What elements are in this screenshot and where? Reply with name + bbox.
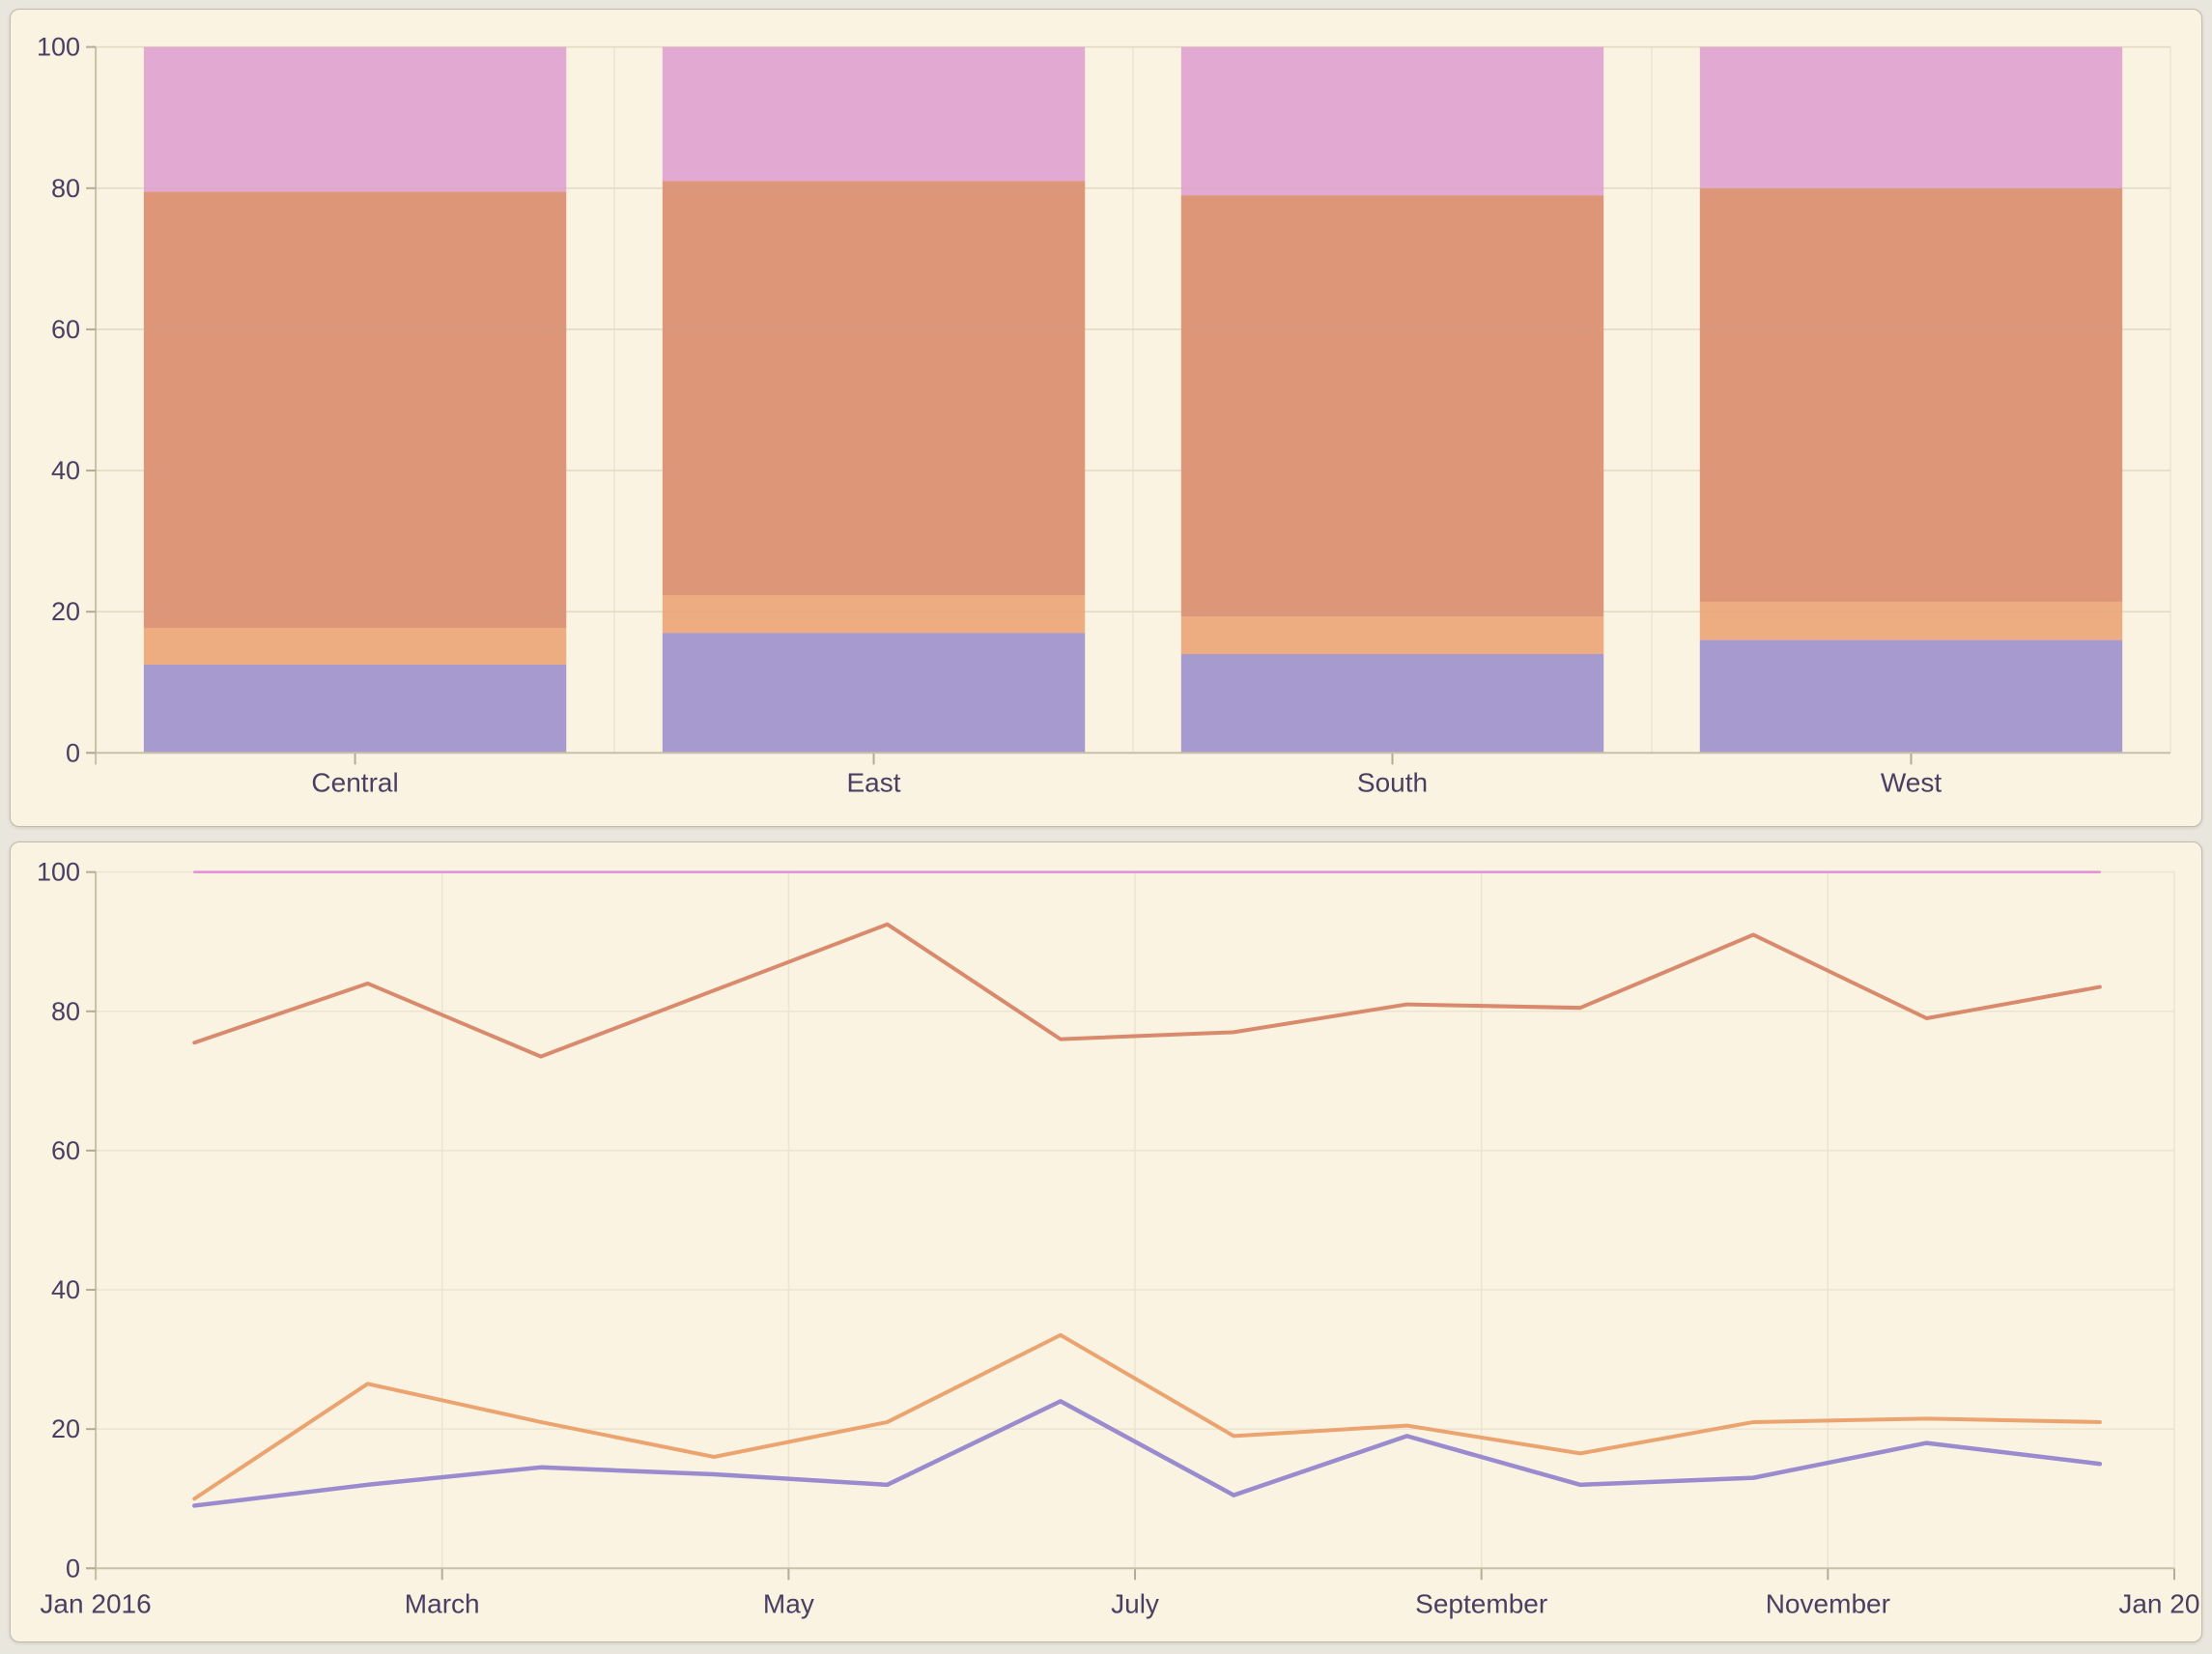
stacked-bar-chart-panel: Central East South West 0 20 40 60 80 100 [10,9,2202,827]
bar-central [143,46,567,754]
segment-salmon[interactable] [1180,195,1604,617]
category-label: South [1357,767,1428,797]
y-tick-label: 0 [66,738,80,767]
y-tick-label: 60 [51,315,80,344]
line-chart: Jan 2016 March May July September November Jan… [37,858,2201,1619]
y-tick-label: 20 [51,597,80,626]
segment-purple[interactable] [1180,654,1604,754]
segment-orange[interactable] [1699,601,2123,641]
segment-orange[interactable] [662,595,1086,634]
x-tick-label: May [763,1588,814,1618]
category-label: East [847,767,901,797]
y-tick-label: 40 [51,1275,80,1304]
segment-purple[interactable] [1699,640,2123,754]
x-tick-label: Jan 2016 [40,1588,151,1618]
y-tick-label: 40 [51,456,80,485]
y-tick-label: 0 [66,1554,80,1583]
line-salmon[interactable] [192,922,2102,1059]
segment-salmon[interactable] [1699,187,2123,602]
line-purple[interactable] [192,1399,2103,1508]
bar-west [1699,46,2123,754]
segment-pink[interactable] [1180,46,1604,196]
y-tick-label: 100 [37,858,80,887]
segment-purple[interactable] [662,633,1086,754]
bar-east [662,46,1086,754]
y-tick-label: 80 [51,174,80,203]
segment-salmon[interactable] [662,181,1086,596]
line-chart-panel: Jan 2016 March May July September November Jan… [10,841,2202,1642]
segment-purple[interactable] [143,664,567,754]
category-label: West [1881,767,1943,797]
x-tick-label: March [405,1588,480,1618]
x-tick-label: Jan 2017 [2118,1588,2201,1618]
segment-orange[interactable] [143,627,567,665]
line-orange[interactable] [192,1332,2102,1501]
segment-pink[interactable] [662,46,1086,182]
y-tick-label: 20 [51,1414,80,1443]
category-label: Central [311,767,398,797]
y-tick-label: 60 [51,1136,80,1165]
stacked-bar-chart: Central East South West 0 20 40 60 80 100 [37,33,2171,797]
bar-south [1180,46,1604,754]
segment-salmon[interactable] [143,191,567,628]
x-tick-label: November [1766,1588,1890,1618]
x-tick-label: September [1415,1588,1547,1618]
y-tick-label: 100 [37,33,80,62]
segment-pink[interactable] [1699,46,2123,188]
segment-orange[interactable] [1180,616,1604,655]
segment-pink[interactable] [143,46,567,192]
x-tick-label: July [1111,1588,1159,1618]
y-tick-label: 80 [51,997,80,1026]
